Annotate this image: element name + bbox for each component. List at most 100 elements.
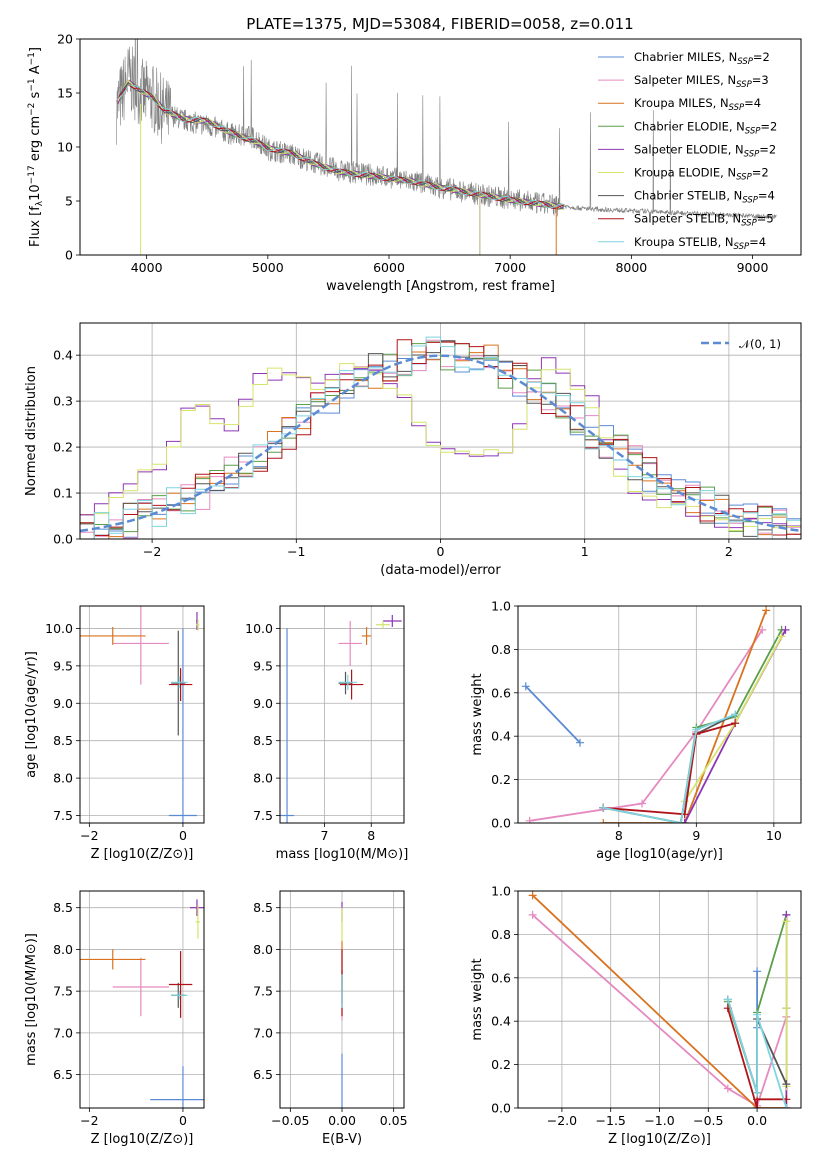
point-marker (599, 819, 608, 823)
y-tick-label: 8.5 (253, 900, 273, 915)
model-spectrum-line (118, 84, 565, 209)
plot-area (280, 614, 402, 823)
x-tick-label: 6000 (373, 260, 405, 275)
y-axis-label: mass weight (470, 673, 485, 755)
x-axis-label: mass [log10(M/M⊙)] (276, 847, 409, 862)
figure-title: PLATE=1375, MJD=53084, FIBERID=0058, z=0… (246, 15, 633, 33)
weight-line (603, 713, 736, 823)
point-marker (731, 710, 740, 719)
point-marker (782, 1080, 791, 1089)
x-tick-label: 10 (766, 828, 782, 843)
y-tick-label: 1.0 (491, 599, 511, 614)
y-tick-label: 7.5 (53, 984, 73, 999)
y-axis-label-part: −2 (27, 103, 37, 116)
x-tick-label: 5000 (252, 260, 284, 275)
histogram-step (80, 341, 801, 539)
x-axis-label: Z [log10(Z/Z⊙)] (91, 1132, 194, 1147)
model-spectrum-line (117, 79, 565, 210)
model-spectrum-line (118, 82, 564, 210)
x-tick-label: 0.05 (380, 1113, 408, 1128)
point-marker (753, 1088, 762, 1097)
y-tick-label: 9.0 (253, 696, 273, 711)
axes-frame (79, 605, 205, 824)
panel-age_vs_Z: −2 0 7.5 8.0 8.5 9.0 9.5 10.0 Z [log10(Z/Z⊙)] age… (24, 605, 205, 862)
model-spectrum-line (117, 81, 565, 208)
point-marker (528, 910, 537, 919)
y-axis-label: age [log10(age/yr)] (24, 651, 39, 778)
y-tick-label: 7.5 (53, 808, 73, 823)
x-tick-label: 7000 (494, 260, 526, 275)
legend-label-tail: =3 (752, 73, 769, 87)
y-tick-label: 0.2 (53, 440, 73, 455)
panel-weight_vs_Z: −2.0 −1.5 −1.0 −0.5 0.0 0.0 0.2 0.4 0.6 0.8 1.0 Z [… (470, 884, 802, 1147)
axes-frame (517, 605, 802, 824)
axes-frame (79, 890, 205, 1109)
legend-label-sub: SSP (741, 219, 757, 229)
legend-label: Salpeter MILES, NSSP=3 (634, 73, 769, 90)
panel-weight_vs_age: 8 9 10 0.0 0.2 0.4 0.6 0.8 1.0 age [log10(age/yr)… (470, 599, 802, 862)
legend-label: Kroupa STELIB, NSSP=4 (634, 235, 766, 252)
x-tick-label: 0 (179, 1113, 187, 1128)
x-tick-label: 0.0 (747, 1113, 767, 1128)
y-axis-label-part: erg cm (28, 116, 43, 165)
point-marker (692, 725, 701, 734)
model-spectrum-line (118, 84, 565, 209)
legend-label-name: Chabrier MILES, N (634, 50, 737, 64)
point-marker (777, 632, 786, 641)
x-tick-label: −0.5 (693, 1113, 723, 1128)
grid (518, 605, 801, 824)
y-axis-label-part: A (28, 65, 43, 78)
model-spectrum-line (115, 83, 565, 210)
y-tick-label: 0.4 (491, 729, 511, 744)
point-marker (638, 799, 647, 808)
legend-label: Kroupa ELODIE, NSSP=2 (634, 166, 769, 183)
weight-line (603, 722, 736, 816)
y-tick-label: 5 (65, 194, 73, 209)
x-tick-label: −1.0 (644, 1113, 674, 1128)
y-tick-label: 0.6 (491, 970, 511, 985)
y-tick-label: 8.0 (53, 942, 73, 957)
point-marker (528, 891, 537, 900)
point-marker (576, 738, 585, 747)
legend-label-sub: SSP (737, 57, 753, 67)
legend-label-sub: SSP (744, 149, 760, 159)
legend-label: 𝒩(0, 1) (739, 337, 781, 351)
x-tick-label: 9000 (737, 260, 769, 275)
point-marker (781, 625, 790, 634)
panel-mass_vs_Z: −2 0 6.5 7.0 7.5 8.0 8.5 Z [log10(Z/Z⊙)] mass [l… (24, 890, 205, 1147)
legend-label-sub: SSP (729, 103, 745, 113)
y-tick-label: 7.5 (253, 984, 273, 999)
plot-area (80, 336, 801, 539)
legend-label-tail: =2 (759, 142, 776, 156)
weight-line (603, 609, 767, 823)
x-tick-label: 8 (367, 828, 375, 843)
y-tick-label: 0.0 (491, 816, 511, 831)
y-axis-label: mass weight (470, 958, 485, 1040)
grid (80, 606, 204, 823)
point-marker (762, 606, 771, 615)
y-tick-label: 6.5 (53, 1067, 73, 1082)
legend-label-tail: =2 (753, 50, 770, 64)
y-axis-label-part: f (28, 206, 43, 211)
y-tick-label: 0.1 (53, 486, 73, 501)
y-tick-label: 0.3 (53, 394, 73, 409)
weight-line (683, 635, 783, 802)
point-marker (680, 819, 689, 823)
x-axis-label: Z [log10(Z/Z⊙)] (608, 1132, 711, 1147)
point-marker (676, 819, 685, 823)
legend-label-name: Salpeter MILES, N (634, 73, 736, 87)
y-tick-label: 8.0 (253, 771, 273, 786)
point-marker (525, 816, 534, 823)
point-marker (753, 1104, 762, 1108)
histogram-step (80, 336, 801, 539)
x-tick-label: −1 (287, 544, 305, 559)
y-tick-label: 10.0 (245, 621, 273, 636)
y-tick-label: 9.0 (53, 696, 73, 711)
grid (280, 606, 404, 823)
y-axis-label-part: Flux [ (28, 211, 43, 247)
y-tick-label: 8.0 (253, 942, 273, 957)
y-axis-label-part: s (28, 91, 43, 102)
point-marker (753, 967, 762, 976)
axes-frame (79, 322, 802, 540)
